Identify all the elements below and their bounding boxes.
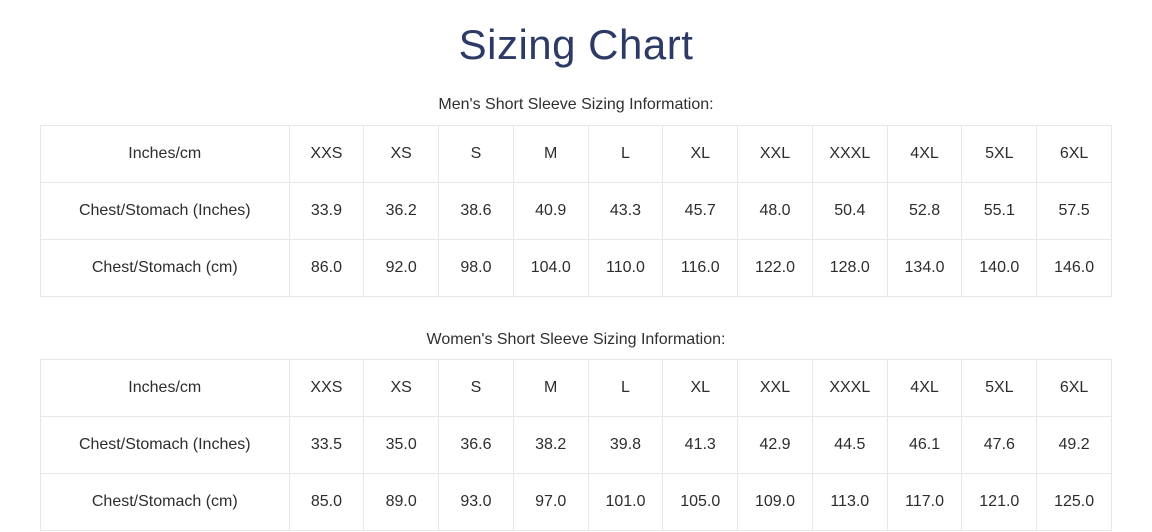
table-header-cell: 4XL xyxy=(886,359,963,418)
table-cell: 98.0 xyxy=(438,238,514,297)
sizing-table-mens: Inches/cm XXS XS S M L XL XXL XXXL 4XL 5… xyxy=(40,124,1112,297)
table-header-cell: XS xyxy=(363,359,440,418)
table-header-cell: XXXL xyxy=(811,124,888,183)
table-cell: 36.6 xyxy=(438,416,514,475)
table-header-cell: XL xyxy=(662,124,739,183)
table-cell: 146.0 xyxy=(1036,238,1112,297)
table-cell: 38.6 xyxy=(438,181,514,240)
table-cell: 104.0 xyxy=(512,238,589,297)
table-cell: 134.0 xyxy=(886,238,963,297)
table-header-cell: 6XL xyxy=(1036,124,1112,183)
table-header-cell: 5XL xyxy=(961,359,1038,418)
table-row: Chest/Stomach (cm) 86.0 92.0 98.0 104.0 … xyxy=(40,238,1112,297)
table-cell: 47.6 xyxy=(961,416,1038,475)
table-cell: 92.0 xyxy=(363,238,440,297)
table-header-cell: S xyxy=(438,359,514,418)
table-cell: 85.0 xyxy=(288,473,365,532)
table-header-cell: XXXL xyxy=(811,359,888,418)
table-header-cell: Inches/cm xyxy=(40,359,290,418)
table-cell: 125.0 xyxy=(1036,473,1112,532)
table-header-cell: L xyxy=(587,359,664,418)
table-cell: 42.9 xyxy=(737,416,813,475)
section-title-womens: Women's Short Sleeve Sizing Information: xyxy=(426,330,726,348)
table-cell: 113.0 xyxy=(811,473,888,532)
table-cell: 45.7 xyxy=(662,181,739,240)
table-cell: 121.0 xyxy=(961,473,1038,532)
table-cell: 33.5 xyxy=(288,416,365,475)
table-cell: 35.0 xyxy=(363,416,440,475)
table-row-label: Chest/Stomach (Inches) xyxy=(40,416,290,475)
table-header-cell: XL xyxy=(662,359,739,418)
table-cell: 97.0 xyxy=(512,473,589,532)
table-cell: 101.0 xyxy=(587,473,664,532)
table-row-label: Chest/Stomach (Inches) xyxy=(40,181,290,240)
table-cell: 55.1 xyxy=(961,181,1038,240)
table-header-row: Inches/cm XXS XS S M L XL XXL XXXL 4XL 5… xyxy=(40,124,1112,183)
table-cell: 57.5 xyxy=(1036,181,1112,240)
table-header-cell: L xyxy=(587,124,664,183)
page-title: Sizing Chart xyxy=(458,21,694,68)
table-cell: 49.2 xyxy=(1036,416,1112,475)
table-cell: 117.0 xyxy=(886,473,963,532)
table-cell: 52.8 xyxy=(886,181,963,240)
table-header-row: Inches/cm XXS XS S M L XL XXL XXXL 4XL 5… xyxy=(40,359,1112,418)
table-header-cell: XXS xyxy=(288,124,365,183)
table-header-cell: XXS xyxy=(288,359,365,418)
table-header-cell: Inches/cm xyxy=(40,124,290,183)
sizing-table-womens: Inches/cm XXS XS S M L XL XXL XXXL 4XL 5… xyxy=(40,359,1112,532)
table-cell: 48.0 xyxy=(737,181,813,240)
table-cell: 105.0 xyxy=(662,473,739,532)
table-cell: 46.1 xyxy=(886,416,963,475)
table-cell: 33.9 xyxy=(288,181,365,240)
table-header-cell: XS xyxy=(363,124,440,183)
table-cell: 44.5 xyxy=(811,416,888,475)
table-header-cell: 4XL xyxy=(886,124,963,183)
table-cell: 38.2 xyxy=(512,416,589,475)
table-cell: 110.0 xyxy=(587,238,664,297)
table-header-cell: XXL xyxy=(737,124,813,183)
table-row: Chest/Stomach (Inches) 33.5 35.0 36.6 38… xyxy=(40,416,1112,475)
table-cell: 93.0 xyxy=(438,473,514,532)
table-header-cell: 6XL xyxy=(1036,359,1112,418)
table-cell: 39.8 xyxy=(587,416,664,475)
table-cell: 128.0 xyxy=(811,238,888,297)
table-row-label: Chest/Stomach (cm) xyxy=(40,238,290,297)
table-header-cell: XXL xyxy=(737,359,813,418)
table-cell: 43.3 xyxy=(587,181,664,240)
table-header-cell: M xyxy=(512,124,589,183)
table-cell: 122.0 xyxy=(737,238,813,297)
table-cell: 86.0 xyxy=(288,238,365,297)
table-row: Chest/Stomach (cm) 85.0 89.0 93.0 97.0 1… xyxy=(40,473,1112,532)
table-header-cell: S xyxy=(438,124,514,183)
table-cell: 89.0 xyxy=(363,473,440,532)
table-cell: 109.0 xyxy=(737,473,813,532)
table-cell: 140.0 xyxy=(961,238,1038,297)
section-title-mens: Men's Short Sleeve Sizing Information: xyxy=(438,96,714,114)
table-cell: 50.4 xyxy=(811,181,888,240)
table-cell: 116.0 xyxy=(662,238,739,297)
table-cell: 36.2 xyxy=(363,181,440,240)
table-cell: 40.9 xyxy=(512,181,589,240)
table-row-label: Chest/Stomach (cm) xyxy=(40,473,290,532)
table-header-cell: M xyxy=(512,359,589,418)
table-cell: 41.3 xyxy=(662,416,739,475)
table-header-cell: 5XL xyxy=(961,124,1038,183)
table-row: Chest/Stomach (Inches) 33.9 36.2 38.6 40… xyxy=(40,181,1112,240)
